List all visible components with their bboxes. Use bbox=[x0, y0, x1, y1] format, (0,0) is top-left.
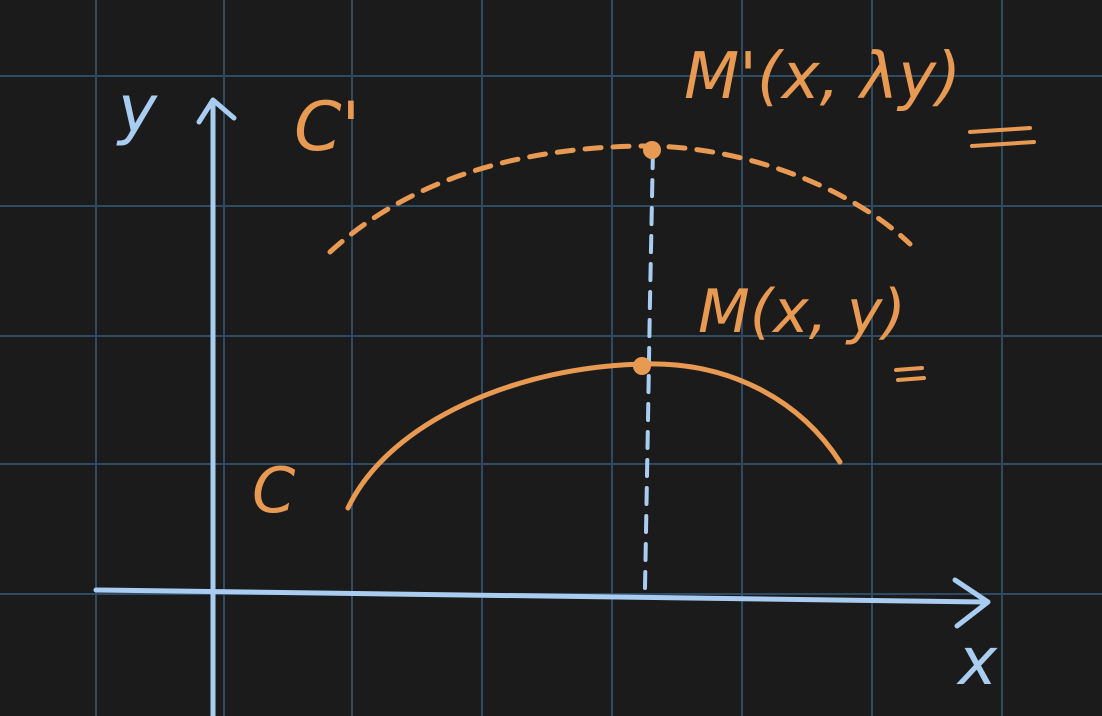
point-m-prime-label: M'(x, λy) bbox=[684, 40, 961, 114]
point-m-prime bbox=[643, 141, 661, 159]
x-axis-label: x bbox=[956, 623, 998, 700]
underline-y bbox=[896, 376, 926, 382]
curve-c-label: C bbox=[252, 454, 296, 527]
curve-c bbox=[345, 361, 843, 511]
x-axis-arrowhead bbox=[952, 577, 991, 629]
vertical-guide-line bbox=[643, 146, 655, 590]
point-m bbox=[633, 357, 651, 375]
curve-c-prime-label: C' bbox=[294, 88, 360, 167]
y-axis-label: y bbox=[116, 71, 158, 148]
point-m-label: M(x, y) bbox=[698, 277, 906, 347]
underline-y bbox=[894, 366, 924, 372]
underline-y-prime bbox=[970, 140, 1036, 148]
y-axis-arrowhead bbox=[196, 97, 237, 125]
emphasis-underlines bbox=[894, 126, 1036, 382]
x-axis bbox=[93, 587, 988, 605]
underline-y-prime bbox=[968, 126, 1032, 134]
axes bbox=[93, 97, 991, 716]
